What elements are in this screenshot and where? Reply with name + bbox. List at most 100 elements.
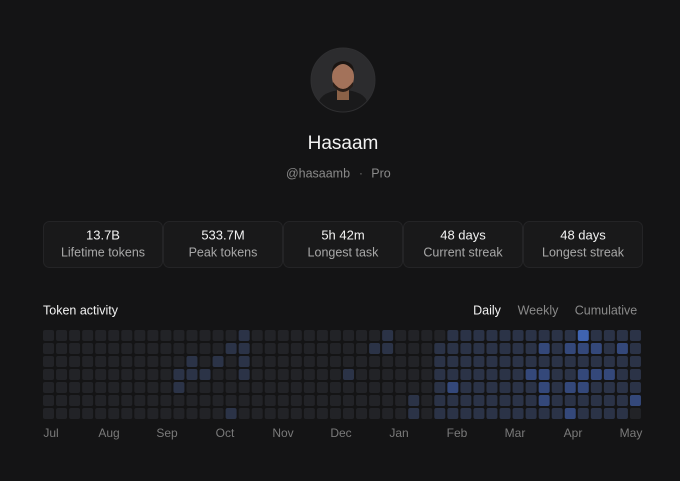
heatmap-cell [473,395,485,406]
heatmap-cell [395,395,407,406]
heatmap-cell [160,408,172,419]
heatmap-cell [629,408,641,419]
heatmap-cell [277,408,289,419]
heatmap-cell [56,395,68,406]
heatmap-cell [95,369,107,380]
heatmap-cell [134,408,146,419]
avatar[interactable] [311,48,375,116]
heatmap-cell [69,356,81,367]
heatmap-cell [434,356,446,367]
heatmap-cell [577,343,589,354]
heatmap-cell [277,369,289,380]
heatmap-cell [356,382,368,393]
heatmap-cell [616,343,628,354]
heatmap-cell [564,408,576,419]
heatmap-cell [434,408,446,419]
heatmap-cell [95,356,107,367]
heatmap-cell [160,356,172,367]
heatmap-cell [56,356,68,367]
heatmap-cell [499,356,511,367]
heatmap-cell [590,395,602,406]
stat-value: 48 days [560,227,606,242]
heatmap-cell [512,343,524,354]
heatmap-cell [238,356,250,367]
heatmap-cell [473,369,485,380]
heatmap-cell [225,369,237,380]
heatmap-cell [173,382,185,393]
stat-card [43,221,163,268]
heatmap-cell [225,382,237,393]
heatmap-cell [56,330,68,341]
heatmap-cell [251,343,263,354]
heatmap-cell [499,382,511,393]
heatmap-cell [603,369,615,380]
heatmap-cell [577,369,589,380]
heatmap-cell [251,356,263,367]
heatmap-cell [329,369,341,380]
heatmap-cell [395,330,407,341]
stat-label: Longest task [308,245,380,259]
heatmap-cell [264,395,276,406]
heatmap-cell [616,369,628,380]
heatmap-cell [616,408,628,419]
heatmap-cell [434,369,446,380]
month-label: Jul [43,426,58,440]
heatmap-cell [577,356,589,367]
heatmap-cell [43,369,54,380]
heatmap-cell [382,395,394,406]
heatmap-cell [147,395,159,406]
heatmap-cell [303,408,315,419]
heatmap-cell [369,395,381,406]
tab[interactable]: Daily [473,303,502,317]
heatmap-cell [212,395,224,406]
heatmap-cell [238,369,250,380]
heatmap-cell [212,369,224,380]
heatmap-cell [82,369,94,380]
heatmap-cell [212,356,224,367]
heatmap-cell [473,408,485,419]
heatmap-cell [447,395,459,406]
heatmap-cell [525,369,537,380]
heatmap-cell [343,382,354,393]
heatmap-cell [316,343,328,354]
heatmap-cell [108,330,120,341]
heatmap-cell [369,343,381,354]
heatmap-cell [82,395,94,406]
heatmap-cell [616,330,628,341]
heatmap-cell [603,356,615,367]
heatmap-cell [121,408,133,419]
heatmap-cell [538,408,550,419]
heatmap-cell [134,356,146,367]
heatmap-cell [69,330,81,341]
heatmap-cell [538,343,550,354]
heatmap-cell [538,369,550,380]
tab[interactable]: Cumulative [575,303,638,317]
heatmap-cell [290,395,302,406]
heatmap-cell [603,408,615,419]
heatmap-cell [264,382,276,393]
heatmap-cell [460,343,472,354]
stat-label: Current streak [423,245,503,259]
heatmap-cell [603,343,615,354]
heatmap-cell [251,382,263,393]
month-label: Nov [272,426,293,440]
heatmap-cell [512,356,524,367]
heatmap-cell [473,356,485,367]
heatmap-cell [525,343,537,354]
heatmap-cell [434,382,446,393]
heatmap-cell [43,343,54,354]
heatmap-cell [369,382,381,393]
separator: · [359,166,363,180]
heatmap-cell [421,382,433,393]
heatmap-cell [238,330,250,341]
tab[interactable]: Weekly [518,303,560,317]
heatmap-cell [329,395,341,406]
heatmap-cell [356,343,368,354]
heatmap-cell [186,330,198,341]
heatmap-cell [225,330,237,341]
heatmap-cell [343,395,354,406]
heatmap-cell [264,330,276,341]
heatmap-cell [82,382,94,393]
heatmap-cell [277,343,289,354]
heatmap-cell [343,343,354,354]
